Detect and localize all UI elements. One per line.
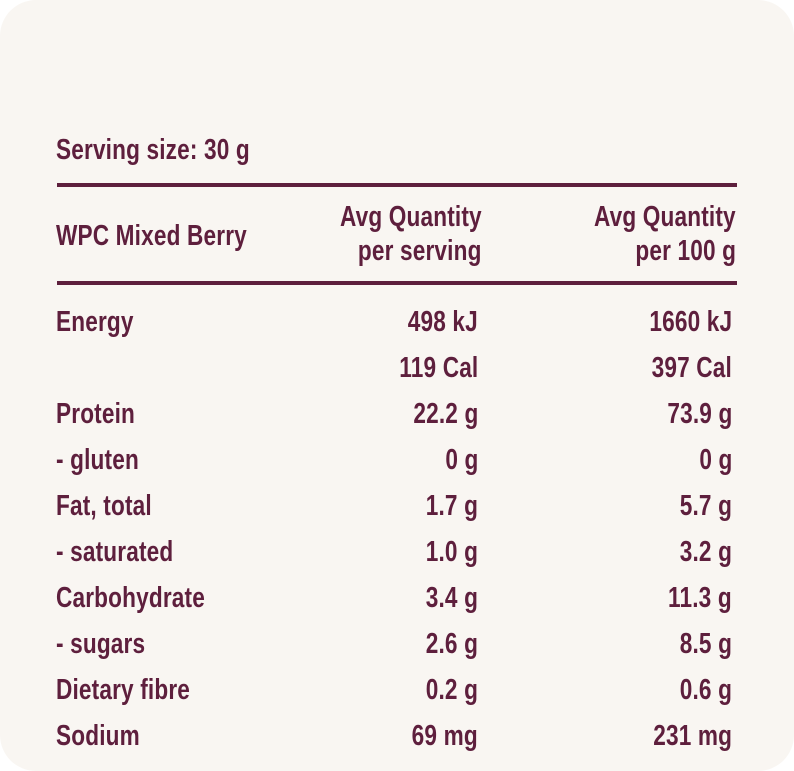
per-100g-value: 3.2 g [679, 536, 732, 568]
per-serving-value: 119 Cal [398, 352, 478, 384]
per-100g-value: 397 Cal [651, 352, 732, 384]
per-serving-value: 3.4 g [425, 582, 478, 614]
nutrient-label: Energy [56, 306, 134, 338]
per-serving-value: 69 mg [411, 720, 478, 752]
top-rule [57, 183, 737, 187]
header-rule [57, 281, 737, 285]
nutrient-label: - saturated [56, 536, 174, 568]
column-header-per-100g: Avg Quantity per 100 g [594, 201, 736, 267]
per-100g-value: 1660 kJ [649, 306, 732, 338]
nutrient-label: Dietary fibre [56, 674, 191, 706]
column-header-per-serving: Avg Quantity per serving [340, 201, 482, 267]
per-100g-value: 11.3 g [668, 582, 732, 614]
per-serving-value: 22.2 g [412, 398, 478, 430]
nutrient-label: Fat, total [56, 490, 152, 522]
per-100g-value: 73.9 g [666, 398, 732, 430]
per-100g-value: 0.6 g [679, 674, 732, 706]
per-serving-value: 1.7 g [425, 490, 478, 522]
per-100g-value: 0 g [698, 444, 732, 476]
nutrient-label: - gluten [56, 444, 139, 476]
nutrient-label: Protein [56, 398, 136, 430]
product-name: WPC Mixed Berry [56, 220, 247, 252]
per-serving-value: 498 kJ [407, 306, 478, 338]
per-serving-value: 1.0 g [425, 536, 478, 568]
nutrient-label: Sodium [56, 720, 140, 752]
per-100g-value: 231 mg [653, 720, 732, 752]
per-100g-value: 5.7 g [679, 490, 732, 522]
nutrient-label: - sugars [56, 628, 146, 660]
per-serving-value: 0 g [444, 444, 478, 476]
per-100g-value: 8.5 g [679, 628, 732, 660]
serving-size: Serving size: 30 g [56, 134, 250, 166]
nutrient-label: Carbohydrate [56, 582, 205, 614]
per-serving-value: 0.2 g [425, 674, 478, 706]
per-serving-value: 2.6 g [425, 628, 478, 660]
